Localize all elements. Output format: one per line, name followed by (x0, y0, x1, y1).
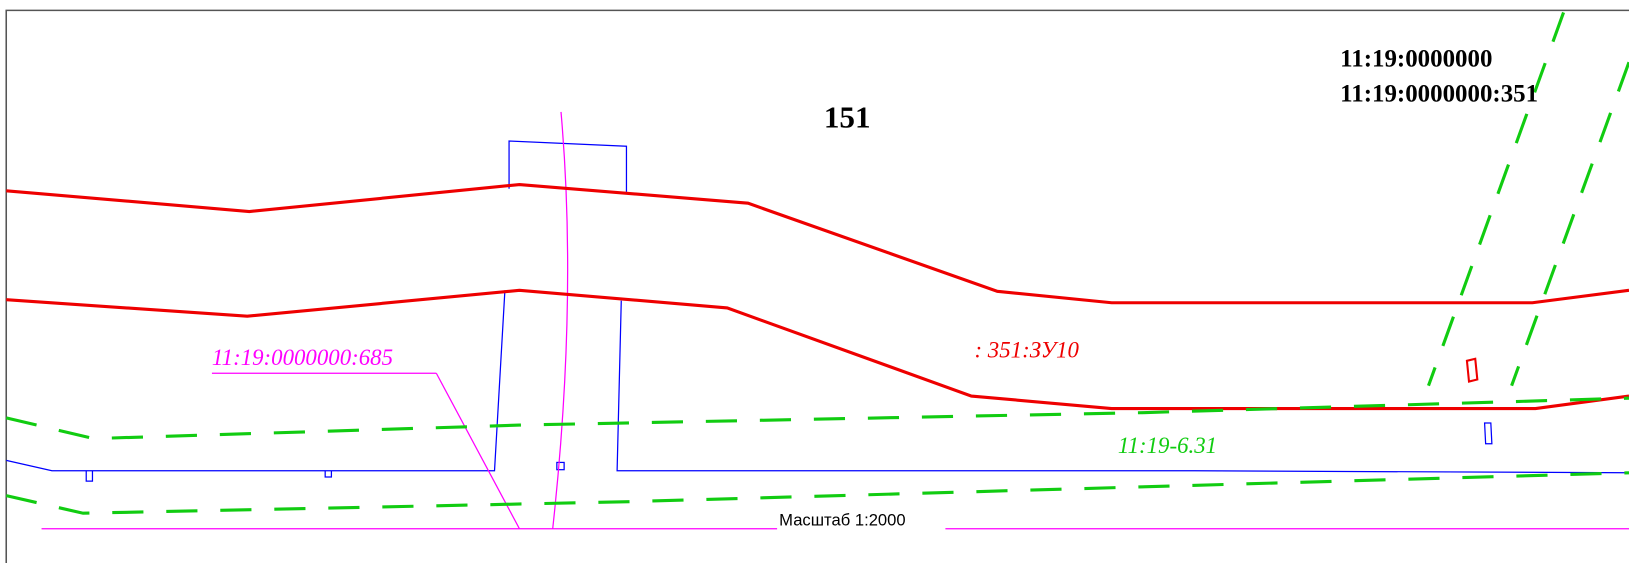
zone-label: 11:19-6.31 (1118, 433, 1217, 458)
neighbor-parcel-label: 11:19:0000000:685 (212, 345, 393, 370)
parcel-label: 11:19:0000000:351 (1340, 81, 1538, 108)
block-label: 151 (824, 100, 871, 135)
scale-label: Масштаб 1:2000 (779, 511, 905, 530)
frame (5, 9, 1629, 563)
green-zone (5, 11, 1629, 515)
red-parcel (6, 182, 1629, 411)
blue-boundaries (6, 140, 1629, 482)
quarter-label: 11:19:0000000 (1340, 45, 1492, 72)
magenta-lines (41, 111, 1629, 530)
new-parcel-label: : 351:ЗУ10 (974, 338, 1079, 363)
